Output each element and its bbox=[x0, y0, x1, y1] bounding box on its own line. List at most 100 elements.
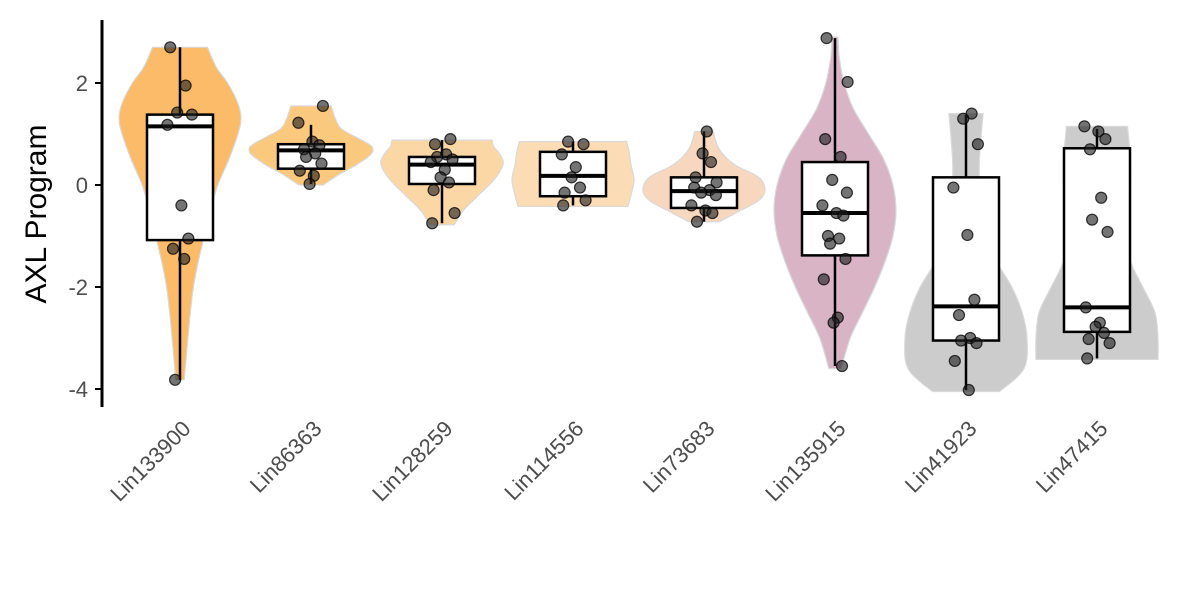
point-lin73683-8 bbox=[709, 189, 723, 202]
point-lin128259-1 bbox=[428, 138, 442, 151]
point-lin133900-0 bbox=[164, 41, 177, 54]
point-lin73683-3 bbox=[689, 171, 702, 184]
point-lin133900-5 bbox=[175, 199, 188, 212]
point-lin135915-0 bbox=[820, 32, 833, 45]
point-lin114556-1 bbox=[577, 138, 590, 151]
point-lin73683-4 bbox=[710, 176, 723, 189]
point-lin133900-9 bbox=[169, 373, 182, 386]
violins-layer bbox=[118, 36, 1159, 393]
x-tick-label-lin73683: Lin73683 bbox=[638, 416, 720, 498]
point-lin135915-8 bbox=[837, 209, 850, 222]
box-lin133900 bbox=[145, 113, 215, 242]
point-lin47415-0 bbox=[1078, 120, 1091, 133]
point-lin135915-12 bbox=[839, 252, 852, 266]
point-lin47415-9 bbox=[1089, 320, 1102, 333]
point-lin128259-9 bbox=[427, 184, 440, 197]
boxplots-layer bbox=[145, 38, 1132, 391]
point-lin86363-7 bbox=[315, 157, 328, 170]
point-lin114556-0 bbox=[561, 135, 575, 148]
point-lin128259-0 bbox=[444, 133, 457, 146]
point-lin135915-3 bbox=[834, 150, 847, 164]
points-layer bbox=[161, 32, 1116, 397]
point-lin133900-2 bbox=[171, 106, 184, 119]
point-lin47415-2 bbox=[1099, 133, 1112, 146]
point-lin86363-0 bbox=[316, 99, 329, 113]
point-lin47415-13 bbox=[1081, 352, 1094, 365]
point-lin47415-3 bbox=[1083, 143, 1097, 156]
point-lin86363-1 bbox=[292, 116, 305, 129]
point-lin114556-5 bbox=[573, 181, 587, 194]
point-lin41923-3 bbox=[947, 181, 960, 194]
point-lin128259-10 bbox=[448, 206, 461, 220]
point-lin41923-8 bbox=[954, 334, 968, 347]
box-lin47415 bbox=[1062, 147, 1132, 334]
point-lin73683-9 bbox=[685, 199, 698, 212]
x-tick-label-lin135915: Lin135915 bbox=[760, 416, 850, 506]
point-lin73683-2 bbox=[704, 155, 718, 169]
point-lin135915-6 bbox=[816, 199, 829, 212]
point-lin135915-5 bbox=[840, 186, 854, 199]
point-lin114556-6 bbox=[558, 186, 571, 199]
x-tick-label-lin86363: Lin86363 bbox=[245, 416, 327, 498]
point-lin114556-2 bbox=[555, 148, 568, 161]
point-lin133900-1 bbox=[179, 79, 192, 92]
point-lin133900-6 bbox=[182, 232, 195, 245]
point-lin41923-11 bbox=[962, 383, 975, 397]
x-tick-label-lin128259: Lin128259 bbox=[367, 416, 457, 506]
point-lin41923-1 bbox=[957, 112, 970, 125]
point-lin135915-15 bbox=[827, 316, 840, 329]
y-tick-label-0: -4 bbox=[68, 377, 88, 402]
point-lin133900-7 bbox=[166, 242, 180, 255]
x-tick-label-lin47415: Lin47415 bbox=[1031, 416, 1113, 498]
point-lin135915-4 bbox=[826, 173, 839, 186]
point-lin135915-2 bbox=[819, 133, 832, 146]
point-lin128259-11 bbox=[426, 217, 439, 230]
point-lin114556-3 bbox=[569, 161, 582, 174]
point-lin114556-4 bbox=[565, 171, 578, 184]
point-lin47415-6 bbox=[1101, 225, 1114, 239]
y-tick-label-1: -2 bbox=[68, 275, 88, 300]
box-lin41923 bbox=[931, 176, 1001, 342]
point-lin86363-6 bbox=[300, 150, 313, 164]
point-lin133900-8 bbox=[178, 252, 191, 266]
point-lin47415-7 bbox=[1079, 301, 1092, 314]
point-lin47415-11 bbox=[1082, 332, 1095, 346]
point-lin114556-8 bbox=[557, 199, 570, 212]
y-axis-title: AXL Program bbox=[20, 125, 53, 304]
point-lin41923-9 bbox=[970, 337, 983, 350]
point-lin135915-11 bbox=[823, 237, 837, 250]
point-lin135915-13 bbox=[817, 273, 830, 286]
point-lin73683-1 bbox=[696, 147, 709, 160]
point-lin73683-0 bbox=[700, 125, 713, 138]
point-lin133900-4 bbox=[161, 118, 174, 131]
y-tick-label-2: 0 bbox=[76, 173, 88, 198]
point-lin86363-8 bbox=[293, 164, 306, 177]
point-lin133900-3 bbox=[185, 108, 198, 121]
x-tick-label-lin133900: Lin133900 bbox=[105, 416, 195, 506]
point-lin73683-7 bbox=[695, 186, 708, 199]
y-ticks-layer: -4 -2 0 2 bbox=[68, 71, 102, 402]
point-lin41923-6 bbox=[952, 308, 966, 322]
point-lin41923-2 bbox=[971, 138, 985, 151]
point-lin73683-12 bbox=[690, 215, 704, 228]
point-lin41923-4 bbox=[961, 228, 974, 242]
point-lin135915-1 bbox=[841, 75, 854, 89]
point-lin128259-4 bbox=[446, 153, 459, 166]
point-lin47415-4 bbox=[1095, 191, 1108, 204]
point-lin47415-5 bbox=[1085, 213, 1099, 226]
x-tick-label-lin114556: Lin114556 bbox=[499, 416, 588, 505]
point-lin135915-10 bbox=[833, 232, 846, 245]
point-lin73683-11 bbox=[706, 206, 719, 220]
y-tick-label-3: 2 bbox=[76, 71, 88, 96]
point-lin47415-12 bbox=[1103, 337, 1116, 350]
point-lin128259-8 bbox=[442, 176, 456, 189]
x-tick-label-lin41923: Lin41923 bbox=[900, 416, 982, 498]
point-lin128259-5 bbox=[424, 155, 437, 169]
point-lin86363-10 bbox=[303, 177, 316, 191]
point-lin114556-7 bbox=[579, 194, 592, 207]
point-lin41923-10 bbox=[948, 354, 961, 368]
point-lin47415-1 bbox=[1092, 125, 1105, 138]
point-lin135915-16 bbox=[835, 359, 849, 373]
